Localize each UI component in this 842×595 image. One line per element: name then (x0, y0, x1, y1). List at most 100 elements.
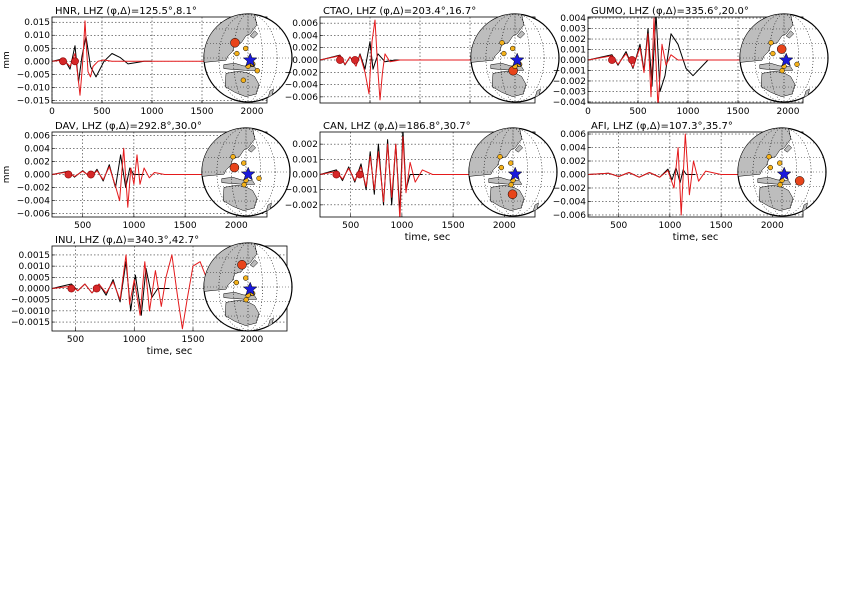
japan-landmass (249, 30, 259, 39)
y-tick-label: −0.006 (553, 211, 587, 221)
y-tick-label: −0.0005 (11, 296, 50, 306)
station-marker-selected (237, 260, 247, 270)
x-tick-label: 2000 (777, 107, 800, 117)
y-tick-label: −0.004 (285, 81, 319, 91)
y-tick-label: 0.004 (24, 144, 50, 154)
x-tick-label: 2000 (240, 335, 263, 345)
y-tick-label: 0.001 (292, 155, 318, 165)
station-marker (256, 175, 262, 182)
arrival-marker (356, 170, 364, 179)
y-tick-label: −0.006 (17, 210, 51, 220)
y-tick-label: 0.0010 (19, 262, 51, 272)
globe-meridian (767, 128, 797, 216)
station-marker-selected (230, 37, 240, 48)
x-tick-label: 2000 (241, 107, 264, 117)
x-tick-label: 2000 (761, 221, 784, 231)
synthetic-trace (588, 17, 803, 103)
panel-hnr: 0 500 1000 1500 2000 −0.015 −0.010 −0.005 0.000 0… (2, 6, 293, 117)
epicenter-star-icon (242, 281, 258, 296)
panel-dav: 500 1000 1500 2000 −0.006 −0.004 −0.002 0.000 0.… (2, 121, 291, 231)
observed-trace (588, 17, 743, 92)
y-tick-label: −0.005 (17, 70, 50, 80)
x-tick-label: 1000 (141, 107, 164, 117)
station-marker (240, 77, 247, 83)
y-tick-label: −0.002 (285, 68, 318, 78)
y-tick-label: 0.006 (560, 130, 586, 140)
epicenter-star-icon (507, 166, 523, 181)
station-marker-selected (776, 44, 787, 54)
station-marker (243, 297, 249, 303)
y-tick-label: −0.006 (285, 93, 319, 103)
japan-landmass (514, 144, 524, 153)
x-tick-label: 500 (342, 221, 359, 231)
panel-gumo: 0 500 1000 1500 2000 −0.004−0.003−0.002−0.001… (553, 6, 829, 117)
arrival-marker (67, 284, 76, 293)
y-tick-label: 0.010 (24, 31, 50, 41)
arrival-marker (351, 56, 359, 64)
panel-title: HNR, LHZ (φ,Δ)=125.5°,8.1° (55, 6, 197, 17)
arrival-marker (71, 57, 79, 66)
panel-afi: 500 1000 1500 2000 −0.006 −0.004 −0.002 0.000 0.… (553, 121, 827, 243)
globe-meridian (500, 14, 530, 102)
y-tick-label: 0.015 (24, 18, 50, 28)
x-tick-label: 500 (610, 221, 627, 231)
station-marker (777, 182, 783, 188)
australia-landmass (224, 70, 260, 97)
globe-map-inset (203, 13, 293, 103)
observed-trace (320, 132, 423, 213)
arrival-marker (92, 284, 101, 293)
x-axis-label: time, sec (673, 232, 719, 243)
arrival-marker (332, 170, 341, 179)
globe-map-inset (737, 127, 827, 217)
station-marker (508, 182, 514, 188)
observed-trace (52, 36, 152, 83)
y-tick-label: −0.003 (553, 87, 586, 97)
station-marker (497, 154, 503, 160)
y-tick-label: 0.001 (560, 46, 586, 56)
y-tick-label: −0.002 (553, 77, 586, 87)
panel-ctao: −0.006 −0.004 −0.002 0.000 0.002 0.004 0.006 CT… (285, 6, 560, 104)
station-marker (241, 160, 247, 166)
epicenter-star-icon (776, 166, 792, 181)
x-tick-label: 500 (67, 335, 84, 345)
epicenter-star-icon (778, 52, 794, 67)
y-tick-label: −0.004 (17, 197, 51, 207)
station-marker-selected (794, 176, 805, 186)
y-tick-label: 0.005 (24, 44, 50, 54)
x-tick-label: 0 (49, 107, 55, 117)
station-marker-selected (229, 162, 240, 173)
x-axis-label: time, sec (147, 346, 193, 357)
japan-landmass (249, 259, 259, 268)
x-tick-label: 500 (74, 221, 91, 231)
y-axis-label: mm (2, 166, 12, 184)
station-marker (508, 160, 514, 166)
panel-inu: 500 1000 1500 2000−0.0015−0.0010−0.00050.00… (11, 235, 293, 357)
station-marker (501, 50, 507, 57)
y-tick-label: −0.002 (553, 184, 586, 194)
globe-meridian (218, 243, 278, 331)
y-tick-label: 0.004 (560, 144, 586, 154)
globe-meridian (752, 128, 812, 216)
x-tick-label: 500 (629, 107, 646, 117)
station-marker (243, 45, 249, 52)
y-tick-label: 0.002 (292, 140, 318, 150)
x-tick-label: 1500 (191, 107, 214, 117)
australia-landmass (760, 70, 796, 97)
y-tick-label: 0.000 (560, 171, 586, 181)
x-tick-label: 2000 (225, 221, 248, 231)
arrival-marker (59, 57, 67, 66)
epicenter-star-icon (242, 52, 258, 67)
x-tick-label: 0 (585, 107, 591, 117)
station-marker (766, 154, 772, 160)
y-tick-label: 0.000 (560, 56, 586, 66)
y-tick-label: −0.0010 (11, 307, 50, 317)
arrival-marker (336, 56, 344, 64)
synthetic-trace (588, 133, 803, 216)
arrival-marker (628, 56, 636, 64)
x-tick-label: 1000 (658, 221, 681, 231)
epicenter-star-icon (509, 52, 525, 67)
globe-meridian (233, 14, 263, 102)
x-tick-label: 1500 (710, 221, 733, 231)
station-marker (233, 279, 240, 286)
x-tick-label: 1000 (122, 221, 145, 231)
